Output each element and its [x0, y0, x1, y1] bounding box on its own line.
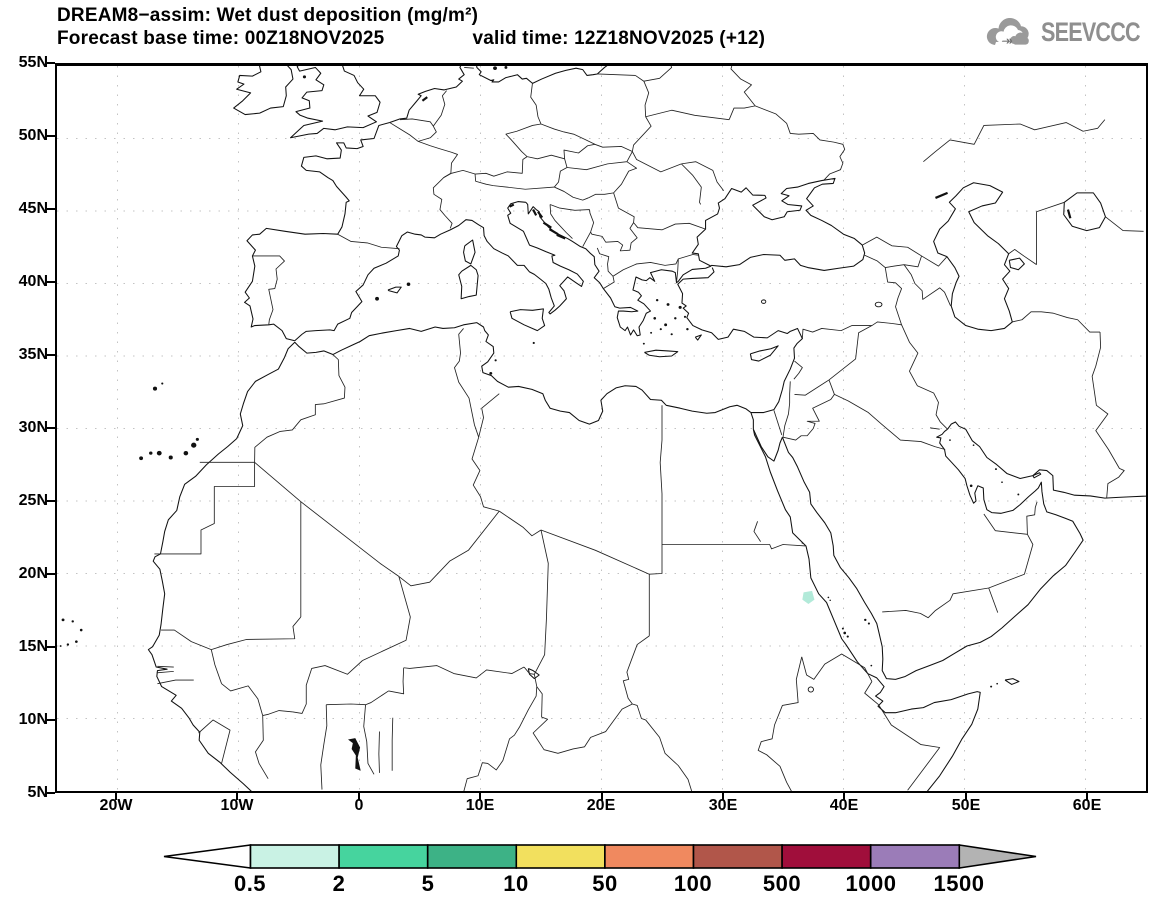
lon-tick: [114, 793, 117, 800]
coastlines: [148, 66, 1146, 791]
lat-label: 10N: [18, 711, 48, 728]
lon-tick: [964, 793, 967, 800]
lat-tick: [47, 62, 55, 64]
lat-tick: [47, 573, 55, 575]
lon-tick: [479, 793, 481, 800]
colorbar-label: 1500: [933, 871, 985, 896]
colorbar-label: 0.5: [233, 871, 267, 896]
lat-label: 30N: [18, 419, 48, 436]
lon-label: 50E: [951, 797, 981, 814]
lon-tick: [600, 793, 603, 800]
lon-label: 10E: [465, 797, 495, 814]
lon-label: 30E: [708, 797, 738, 814]
lat-tick: [47, 208, 55, 210]
lat-label: 50N: [18, 127, 48, 144]
lon-label: 20E: [586, 797, 616, 814]
page-title: DREAM8−assim: Wet dust deposition (mg/m²…: [57, 5, 479, 26]
lat-label: 20N: [18, 565, 48, 582]
deposition-area: [802, 590, 815, 604]
country-borders: [154, 66, 1143, 791]
colorbar-label: 100: [673, 871, 713, 896]
lat-label: 55N: [18, 54, 48, 71]
cloud-icon: »: [986, 17, 1029, 48]
lat-label: 15N: [18, 638, 48, 655]
lat-label: 25N: [18, 492, 48, 509]
colorbar-label: 10: [503, 871, 529, 896]
lat-tick: [47, 135, 55, 137]
cloud-chevrons-icon: »: [1006, 34, 1013, 48]
islands: [59, 66, 1071, 771]
lat-tick: [47, 719, 55, 721]
lat-tick: [47, 792, 55, 794]
lon-label: 40E: [829, 797, 859, 814]
lat-label: 40N: [18, 273, 48, 290]
colorbar-label: 2: [332, 871, 346, 896]
lon-label: 10W: [220, 797, 254, 814]
lon-tick: [1086, 793, 1089, 800]
lon-tick: [843, 793, 846, 800]
lon-label: 0: [354, 797, 364, 814]
lat-tick: [47, 427, 55, 429]
lat-tick: [47, 646, 55, 648]
lon-label: 20W: [99, 797, 133, 814]
valid-time: valid time: 12Z18NOV2025 (+12): [472, 28, 766, 49]
time-subtitle: Forecast base time: 00Z18NOV2025 valid ti…: [57, 28, 765, 50]
lat-tick: [47, 354, 55, 356]
colorbar-label: 50: [592, 871, 618, 896]
lon-tick: [357, 793, 360, 800]
lat-tick: [47, 281, 55, 283]
logo-text: SEEVCCC: [1041, 16, 1141, 47]
lon-tick: [721, 793, 724, 800]
gridlines: [57, 66, 1146, 791]
colorbar-label: 5: [421, 871, 435, 896]
forecast-base-time: Forecast base time: 00Z18NOV2025: [57, 28, 385, 49]
lon-tick: [236, 793, 239, 800]
lat-label: 35N: [18, 346, 48, 363]
lon-label: 60E: [1072, 797, 1102, 814]
map-plot: [55, 63, 1148, 793]
colorbar-label: 500: [762, 871, 802, 896]
lat-tick: [47, 500, 55, 502]
colorbar: [163, 844, 1037, 869]
colorbar-label: 1000: [845, 871, 897, 896]
map-canvas: [57, 66, 1146, 791]
lat-label: 5N: [27, 784, 48, 801]
lat-label: 45N: [18, 200, 48, 217]
seevccc-logo: » SEEVCCC: [983, 12, 1159, 52]
